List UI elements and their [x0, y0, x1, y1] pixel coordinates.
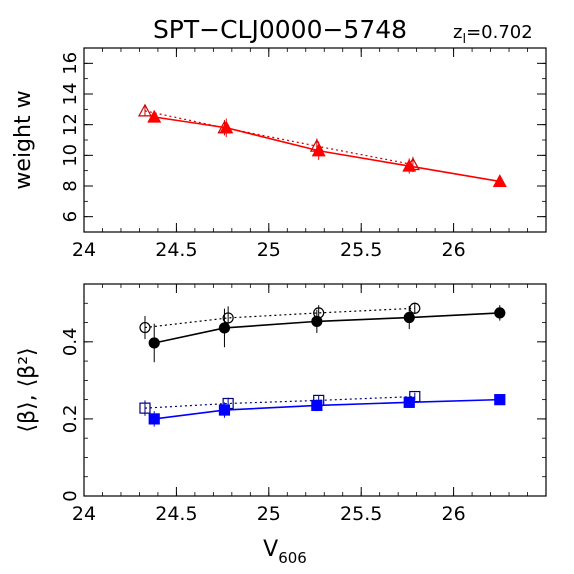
bottom-series-0-point	[409, 302, 421, 314]
bottom-plot-frame	[83, 283, 547, 497]
bottom-series-1-point	[218, 322, 231, 334]
top-series-0-line	[144, 110, 414, 166]
top-x-tick-label: 25	[257, 239, 281, 261]
top-panel: 24 24.5 25 25.5 26 6 8 10 12 14 16 weight w	[11, 47, 547, 261]
bottom-series-1-point	[311, 315, 323, 327]
redshift-subscript: l	[462, 32, 466, 47]
bottom-series-2-line	[144, 395, 415, 409]
top-y-tick-label: 8	[60, 180, 81, 191]
bottom-x-tick-label: 26	[442, 503, 466, 525]
bottom-x-tick-label: 25	[257, 503, 281, 525]
top-series-1-point	[311, 143, 326, 157]
x-axis-label: V606	[263, 537, 307, 567]
bottom-x-tick-label: 25.5	[340, 503, 382, 525]
top-x-tick-label: 25.5	[340, 239, 382, 261]
top-y-tick-label: 14	[60, 83, 81, 106]
bottom-x-tick-label: 24	[72, 503, 96, 525]
top-x-tick-label: 24.5	[155, 239, 197, 261]
bottom-series-3-point	[311, 399, 323, 412]
redshift-label: zl=0.702	[453, 22, 533, 47]
bottom-series-0-line	[144, 307, 415, 329]
bottom-series-3-line	[154, 398, 500, 420]
top-series-0-point	[137, 103, 152, 117]
top-y-tick-label: 16	[60, 52, 81, 75]
bottom-series-3-point	[403, 396, 415, 408]
top-x-tick-label: 24	[72, 239, 96, 261]
bottom-series-3-point	[494, 394, 506, 406]
bottom-series-3-point	[148, 413, 160, 425]
bottom-series-0-point	[139, 321, 151, 334]
bottom-series-3-point	[218, 404, 231, 416]
bottom-series-1-line	[154, 312, 500, 344]
x-axis-label-subscript: 606	[278, 549, 307, 567]
top-series-1-point	[402, 158, 417, 172]
redshift-value: =0.702	[466, 22, 533, 43]
bottom-series-2-point	[139, 402, 151, 414]
bottom-y-tick-label: 0.4	[60, 327, 81, 356]
bottom-y-tick-label: 0	[60, 490, 81, 501]
top-y-tick-label: 12	[60, 113, 81, 136]
redshift-z: z	[453, 22, 462, 43]
bottom-x-tick-label: 24.5	[155, 503, 197, 525]
bottom-series-1-point	[494, 307, 506, 319]
figure-title: SPT−CLJ0000−5748	[153, 15, 407, 44]
bottom-series-0-point	[222, 312, 234, 324]
top-series-1-point	[147, 109, 162, 123]
top-y-tick-label: 10	[60, 144, 81, 167]
top-series-1-point	[492, 174, 507, 187]
top-series-1-line	[154, 116, 500, 183]
bottom-y-tick-label: 0.2	[60, 405, 81, 434]
top-y-tick-label: 6	[60, 211, 81, 222]
top-y-axis-label: weight w	[11, 90, 36, 189]
bottom-y-axis-label: ⟨β⟩, ⟨β²⟩	[15, 347, 40, 432]
bottom-series-1-point	[403, 311, 415, 324]
top-x-tick-label: 26	[442, 239, 466, 261]
bottom-series-1-point	[148, 337, 160, 349]
top-plot-frame	[83, 47, 547, 233]
x-axis-label-main: V	[263, 537, 278, 562]
top-series-1-point	[219, 120, 234, 134]
bottom-panel: 24 24.5 25 25.5 26 0 0.2 0.4 ⟨β⟩, ⟨β²⟩	[15, 283, 547, 525]
